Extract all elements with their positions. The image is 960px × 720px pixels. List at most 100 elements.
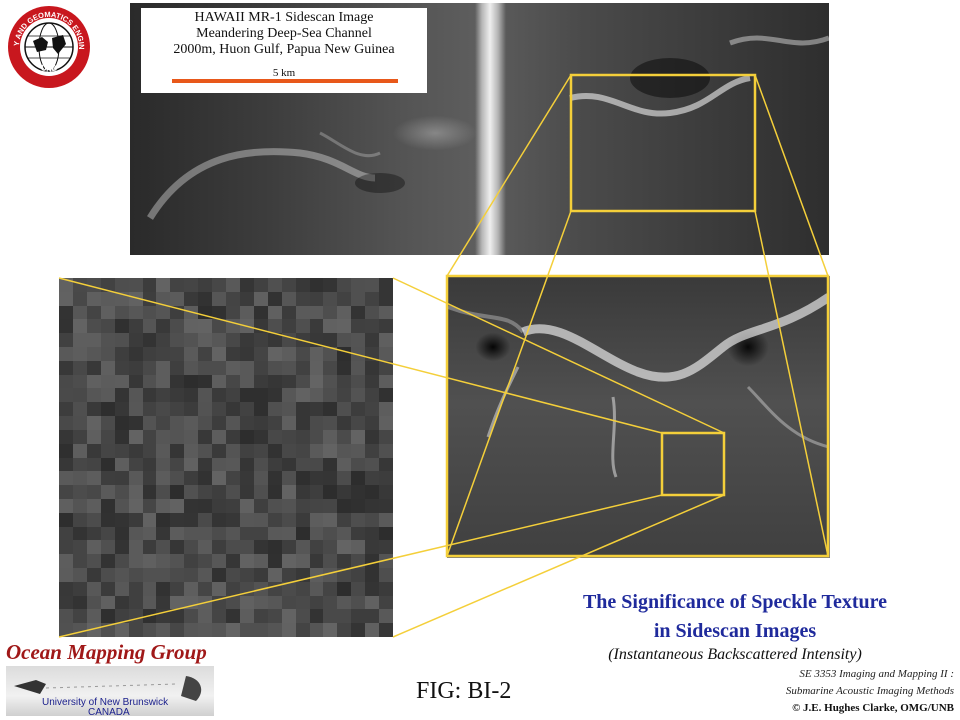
speckle-pixel <box>128 595 143 610</box>
speckle-pixel <box>142 512 157 527</box>
speckle-pixel <box>114 291 129 306</box>
speckle-pixel <box>253 581 268 596</box>
speckle-pixel <box>226 347 240 361</box>
speckle-pixel <box>267 457 282 472</box>
speckle-pixel <box>379 554 393 568</box>
speckle-pixel <box>114 540 129 555</box>
speckle-pixel <box>337 540 352 555</box>
speckle-pixel <box>281 291 296 306</box>
speckle-pixel <box>267 540 282 555</box>
speckle-pixel <box>170 498 185 513</box>
speckle-pixel <box>114 471 129 486</box>
copyright-credit: © J.E. Hughes Clarke, OMG/UNB <box>792 702 954 714</box>
speckle-pixel <box>281 581 296 596</box>
speckle-pixel <box>281 305 296 320</box>
speckle-pixel <box>239 416 254 430</box>
speckle-pixel <box>59 305 73 320</box>
speckle-pixel <box>128 333 143 348</box>
speckle-pixel <box>295 498 310 513</box>
speckle-pixel <box>295 471 310 486</box>
speckle-pixel <box>239 512 254 527</box>
speckle-pixel <box>100 526 115 541</box>
speckle-pixel <box>365 402 380 417</box>
speckle-pixel <box>142 333 157 348</box>
speckle-pixel <box>142 388 157 403</box>
speckle-pixel <box>239 526 254 541</box>
speckle-pixel <box>142 278 157 292</box>
speckle-pixel <box>309 374 324 389</box>
speckle-pixel <box>351 457 366 472</box>
speckle-pixel <box>365 595 380 610</box>
speckle-pixel <box>226 471 240 486</box>
speckle-pixel <box>212 360 226 375</box>
speckle-pixel <box>337 554 352 568</box>
speckle-pixel <box>281 471 296 486</box>
speckle-pixel <box>212 540 226 555</box>
speckle-pixel <box>253 333 268 348</box>
speckle-pixel <box>212 402 226 417</box>
speckle-pixel <box>72 333 87 348</box>
speckle-pixel <box>72 443 87 458</box>
speckle-pixel <box>351 388 366 403</box>
speckle-pixel <box>86 333 101 348</box>
speckle-pixel <box>184 333 199 348</box>
speckle-pixel <box>281 416 296 430</box>
speckle-pixel <box>253 567 268 582</box>
speckle-pixel <box>351 471 366 486</box>
speckle-pixel <box>379 402 393 417</box>
speckle-pixel <box>253 512 268 527</box>
speckle-pixel <box>267 443 282 458</box>
speckle-pixel <box>114 512 129 527</box>
speckle-pixel <box>170 485 185 499</box>
speckle-pixel <box>184 512 199 527</box>
speckle-pixel <box>128 457 143 472</box>
speckle-pixel <box>156 609 171 624</box>
speckle-pixel <box>239 402 254 417</box>
speckle-pixel <box>170 347 185 361</box>
speckle-pixel <box>212 416 226 430</box>
speckle-pixel <box>212 554 226 568</box>
speckle-pixel <box>72 319 87 334</box>
speckle-pixel <box>323 305 338 320</box>
speckle-pixel <box>323 526 338 541</box>
speckle-pixel <box>142 623 157 637</box>
speckle-pixel <box>184 305 199 320</box>
speckle-pixel <box>351 319 366 334</box>
speckle-pixel <box>309 485 324 499</box>
speckle-pixel <box>281 526 296 541</box>
speckle-pixel <box>184 388 199 403</box>
speckle-pixel <box>184 278 199 292</box>
speckle-pixel <box>323 443 338 458</box>
speckle-pixel <box>267 581 282 596</box>
speckle-pixel <box>128 416 143 430</box>
speckle-pixel <box>156 512 171 527</box>
speckle-pixel <box>86 374 101 389</box>
speckle-pixel <box>226 554 240 568</box>
speckle-pixel <box>170 374 185 389</box>
speckle-pixel <box>281 374 296 389</box>
speckle-pixel <box>253 278 268 292</box>
course-line-1: SE 3353 Imaging and Mapping II : <box>799 668 954 680</box>
speckle-pixel <box>156 360 171 375</box>
speckle-pixel <box>184 443 199 458</box>
speckle-pixel <box>142 416 157 430</box>
speckle-pixel <box>365 512 380 527</box>
speckle-pixel <box>281 512 296 527</box>
speckle-pixel <box>253 498 268 513</box>
speckle-pixel <box>365 540 380 555</box>
speckle-pixel <box>142 581 157 596</box>
speckle-pixel <box>114 333 129 348</box>
omg-logo-title: Ocean Mapping Group <box>6 640 207 664</box>
speckle-pixel <box>281 623 296 637</box>
speckle-pixel <box>156 581 171 596</box>
speckle-pixel <box>295 554 310 568</box>
speckle-pixel <box>86 388 101 403</box>
speckle-pixel <box>226 512 240 527</box>
speckle-pixel <box>281 595 296 610</box>
speckle-pixel <box>253 319 268 334</box>
speckle-pixel <box>267 360 282 375</box>
speckle-pixel <box>351 429 366 444</box>
speckle-pixel <box>323 609 338 624</box>
speckle-pixel <box>323 623 338 637</box>
speckle-pixel <box>142 457 157 472</box>
